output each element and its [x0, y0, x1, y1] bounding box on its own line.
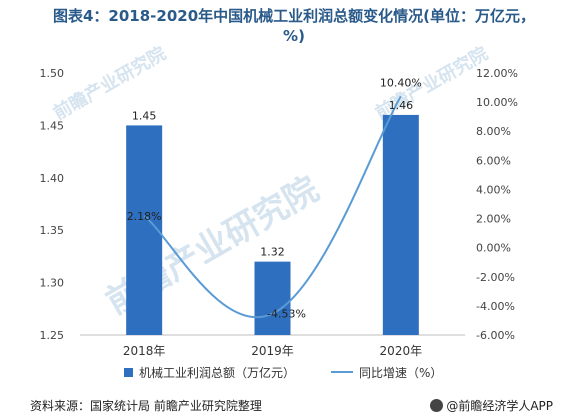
bar — [382, 114, 419, 335]
line-series — [143, 95, 402, 318]
legend-label: 机械工业利润总额（万亿元） — [139, 365, 295, 380]
y-left-tick-label: 1.30 — [40, 277, 65, 290]
legend-label: 同比增速（%） — [359, 366, 442, 380]
x-tick-label: 2018年 — [123, 344, 166, 358]
y-left-tick-label: 1.50 — [40, 67, 65, 80]
x-tick-label: 2019年 — [251, 344, 294, 358]
bar — [254, 261, 291, 335]
bar-value-label: 1.46 — [389, 99, 414, 112]
bar-series — [126, 114, 419, 336]
y-left-tick-label: 1.25 — [40, 329, 65, 342]
source-note: 资料来源：国家统计局 前瞻产业研究院整理 — [30, 399, 262, 413]
x-tick-label: 2020年 — [380, 344, 423, 358]
data-labels: 1.45 1.32 1.46 2.18% -4.53% 10.40% — [127, 76, 422, 320]
y-right-tick-label: 12.00% — [476, 67, 518, 80]
y-right-tick-label: 6.00% — [476, 154, 511, 167]
line-value-label: 2.18% — [127, 210, 162, 223]
y-left-tick-label: 1.45 — [40, 119, 65, 132]
bar-value-label: 1.32 — [260, 246, 285, 259]
legend: 机械工业利润总额（万亿元） 同比增速（%） — [124, 365, 442, 380]
y-left-tick-label: 1.35 — [40, 224, 65, 237]
y-right-tick-label: 2.00% — [476, 213, 511, 226]
brand-logo-icon — [430, 399, 444, 412]
y-left-tick-label: 1.40 — [40, 172, 65, 185]
line-value-label: -4.53% — [267, 308, 306, 321]
y-right-tick-label: -6.00% — [476, 329, 515, 342]
y-right-tick-label: 0.00% — [476, 242, 511, 255]
legend-swatch-bar — [124, 368, 133, 377]
brand-text: @前瞻经济学人APP — [446, 399, 553, 413]
y-right-tick-label: 4.00% — [476, 183, 511, 196]
chart-title: 图表4：2018-2020年中国机械工业利润总额变化情况(单位：万亿元，%) — [52, 7, 536, 45]
y-right-tick-label: -2.00% — [476, 271, 515, 284]
bar — [126, 125, 163, 336]
bar-value-label: 1.45 — [132, 109, 157, 122]
y-right-tick-label: 10.00% — [476, 96, 518, 109]
line-value-label: 10.40% — [380, 76, 422, 89]
y-right-tick-label: 8.00% — [476, 125, 511, 138]
y-right-tick-label: -4.00% — [476, 300, 515, 313]
growth-line — [143, 95, 402, 318]
brand-credit: @前瞻经济学人APP — [430, 397, 553, 414]
